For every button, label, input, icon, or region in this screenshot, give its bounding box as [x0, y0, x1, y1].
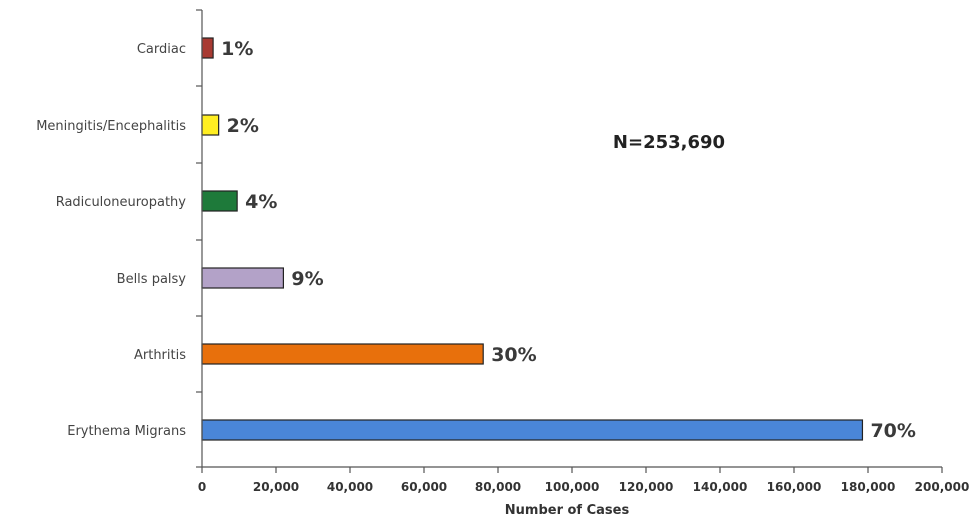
category-label: Bells palsy [117, 272, 187, 287]
data-label: 2% [227, 115, 259, 137]
bar-meningitis-encephalitis [201, 114, 220, 136]
bar-bells-palsy [201, 267, 285, 289]
data-label: 4% [245, 191, 277, 213]
x-tick-label: 40,000 [327, 480, 373, 494]
x-axis-title: Number of Cases [505, 503, 630, 518]
bar-radiculoneuropathy [201, 190, 238, 212]
category-labels-group: Erythema Migrans Arthritis Bells palsy Radi… [36, 42, 186, 439]
x-tick-labels-group: 0 20,000 40,000 60,000 80,000 100,000 120,000 1… [198, 480, 970, 494]
x-tick-label: 120,000 [619, 480, 674, 494]
data-label: 30% [491, 344, 536, 366]
bar-erythema-migrans [201, 419, 864, 441]
data-label: 70% [870, 420, 915, 442]
x-tick-label: 0 [198, 480, 206, 494]
x-tick-label: 200,000 [915, 480, 970, 494]
data-label: 9% [291, 268, 323, 290]
axes-group [201, 10, 942, 468]
x-tick-label: 20,000 [253, 480, 299, 494]
x-tick-label: 160,000 [767, 480, 822, 494]
category-label: Erythema Migrans [67, 424, 186, 439]
category-label: Cardiac [137, 42, 186, 57]
sample-size-annotation: N=253,690 [613, 132, 725, 153]
x-tick-label: 100,000 [545, 480, 600, 494]
category-label: Meningitis/Encephalitis [36, 119, 186, 134]
x-tick-label: 180,000 [841, 480, 896, 494]
bar-cardiac [201, 37, 214, 59]
x-tick-label: 80,000 [475, 480, 521, 494]
bar-arthritis [201, 343, 484, 365]
category-label: Radiculoneuropathy [56, 195, 187, 210]
x-tick-label: 60,000 [401, 480, 447, 494]
data-label: 1% [221, 38, 253, 60]
bars-group [201, 37, 864, 441]
ticks-group [196, 9, 943, 473]
x-tick-label: 140,000 [693, 480, 748, 494]
data-labels-group: 70% 30% 9% 4% 2% 1% [221, 38, 916, 442]
category-label: Arthritis [134, 348, 186, 363]
